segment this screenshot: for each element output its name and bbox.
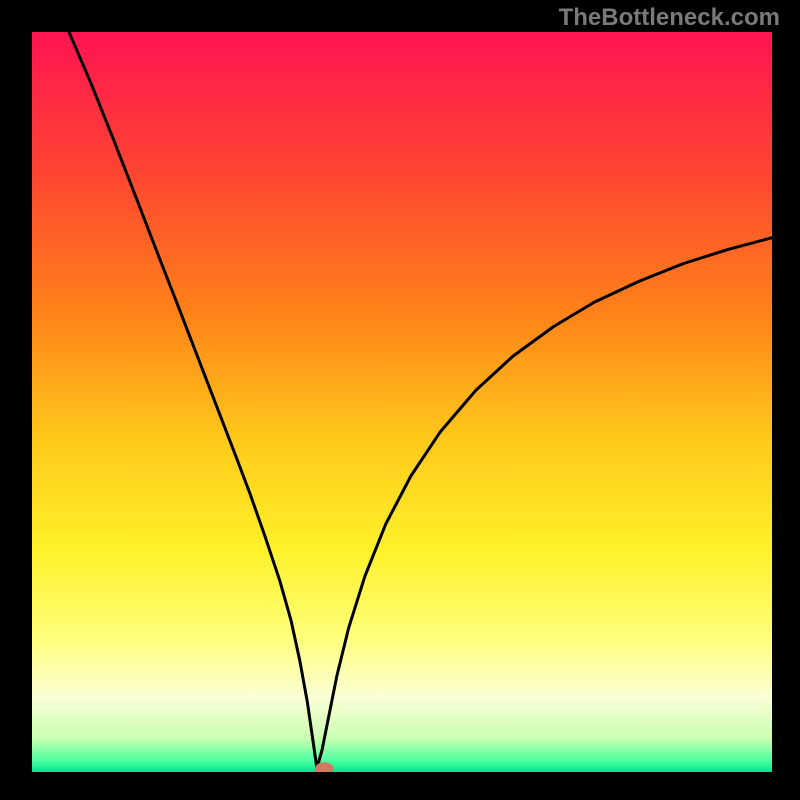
plot-area bbox=[32, 32, 772, 772]
chart-container: TheBottleneck.com bbox=[0, 0, 800, 800]
watermark-text: TheBottleneck.com bbox=[559, 4, 780, 32]
gradient-background bbox=[32, 32, 772, 772]
